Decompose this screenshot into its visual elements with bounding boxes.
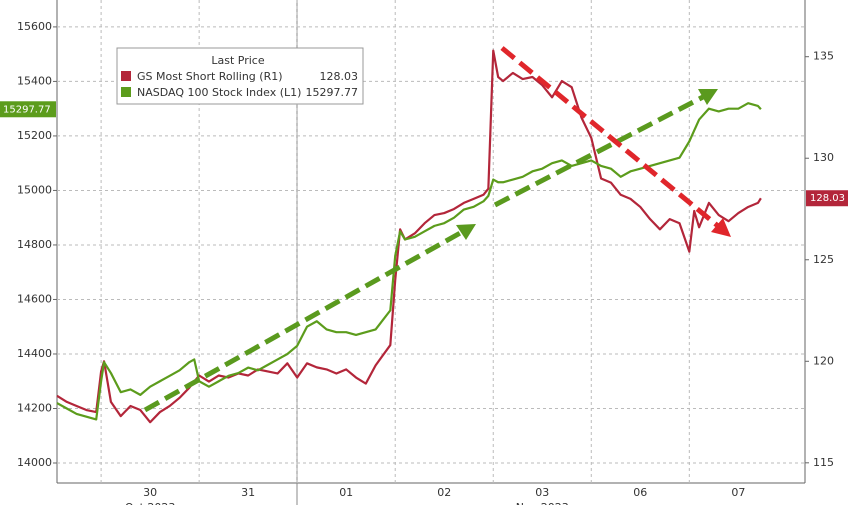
x-tick-label: 01 xyxy=(339,486,353,499)
x-tick-label: 31 xyxy=(241,486,255,499)
y2-tick-label: 120 xyxy=(813,354,834,367)
last-price-tag xyxy=(806,190,848,207)
trend-arrow xyxy=(493,94,705,208)
y2-tick-label: 115 xyxy=(813,456,834,469)
legend-swatch xyxy=(121,87,131,97)
y2-tick-label: 130 xyxy=(813,151,834,164)
legend-label: GS Most Short Rolling (R1) xyxy=(137,70,283,83)
y-tick-label: 14400 xyxy=(17,347,52,360)
legend-title: Last Price xyxy=(211,54,264,67)
x-tick-label: 30 xyxy=(143,486,157,499)
y-tick-label: 15200 xyxy=(17,129,52,142)
x-tick-label: 06 xyxy=(633,486,647,499)
last-price-label: 15297.77 xyxy=(3,104,51,115)
trend-arrow xyxy=(143,229,464,413)
y-tick-label: 14600 xyxy=(17,292,52,305)
trend-arrows xyxy=(143,46,731,413)
x-tick-label: 03 xyxy=(535,486,549,499)
legend-value: 128.03 xyxy=(320,70,359,83)
trend-arrow xyxy=(500,46,720,228)
legend: Last Price GS Most Short Rolling (R1) 12… xyxy=(116,47,364,105)
x-tick-label: 07 xyxy=(731,486,745,499)
last-price-tag xyxy=(0,101,56,118)
y-tick-label: 14800 xyxy=(17,238,52,251)
y-tick-label: 15400 xyxy=(17,74,52,87)
month-label: Nov 2023 xyxy=(516,501,569,505)
y-tick-label: 14200 xyxy=(17,401,52,414)
legend-swatch xyxy=(121,71,131,81)
y-tick-label: 15600 xyxy=(17,20,52,33)
legend-label: NASDAQ 100 Stock Index (L1) xyxy=(137,86,301,99)
legend-box xyxy=(116,47,364,105)
y2-tick-label: 125 xyxy=(813,253,834,266)
arrow-head xyxy=(698,89,718,105)
month-label: Oct 2023 xyxy=(125,501,176,505)
arrow-head xyxy=(711,218,731,237)
series-line xyxy=(56,49,762,424)
y-tick-label: 15000 xyxy=(17,183,52,196)
y-tick-label: 14000 xyxy=(17,456,52,469)
x-tick-label: 02 xyxy=(437,486,451,499)
y2-tick-label: 135 xyxy=(813,50,834,63)
legend-value: 15297.77 xyxy=(306,86,359,99)
last-price-label: 128.03 xyxy=(810,193,845,204)
arrow-head xyxy=(456,224,476,240)
